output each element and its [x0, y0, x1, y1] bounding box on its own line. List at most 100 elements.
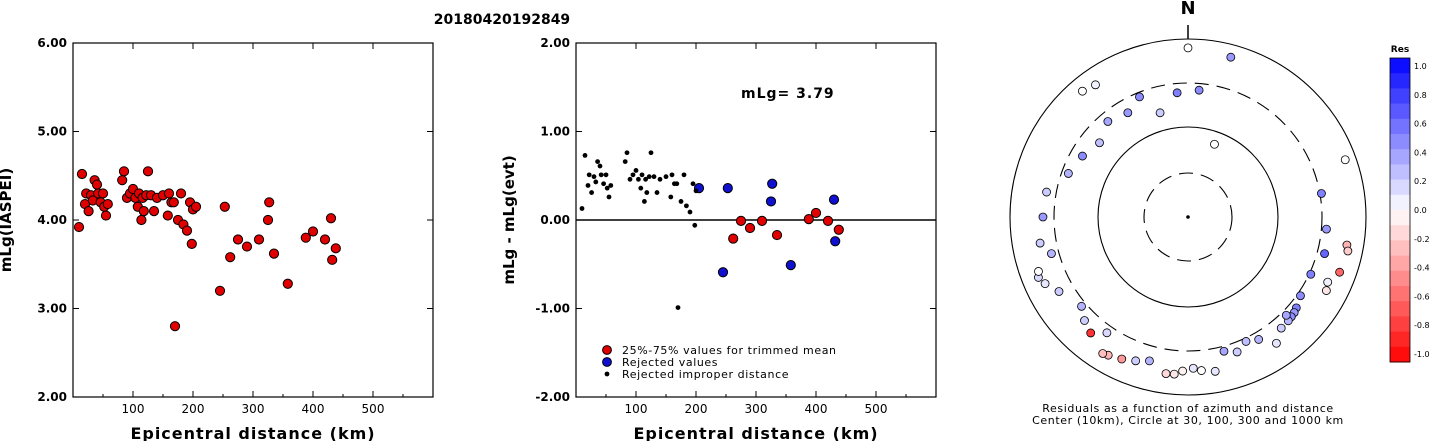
station-marker [1091, 80, 1100, 90]
station-marker [1161, 369, 1171, 379]
station-marker [1095, 138, 1104, 148]
data-point [253, 234, 265, 245]
panel-azimuth-residuals: N Residuals as a function of azimuth and … [1009, 0, 1430, 427]
y-tick-label: 4.00 [37, 213, 67, 227]
station-marker [1042, 187, 1051, 197]
station-marker [1194, 85, 1204, 95]
x-axis-label: Epicentral distance (km) [130, 424, 375, 441]
data-point [644, 190, 650, 195]
data-point [214, 285, 226, 296]
y-tick-label: 1.00 [540, 125, 570, 139]
colorbar-band [1390, 179, 1410, 196]
x-tick-label: 400 [302, 402, 325, 416]
x-tick-label: 200 [182, 402, 205, 416]
data-point [630, 172, 636, 178]
data-point [319, 234, 331, 245]
y-tick-label: 2.00 [37, 390, 67, 404]
data-point [646, 174, 652, 180]
colorbar-band [1390, 210, 1410, 226]
data-point [687, 209, 693, 215]
data-point [638, 185, 644, 191]
data-point [622, 159, 628, 164]
station-marker [1296, 291, 1305, 301]
data-point [830, 236, 841, 247]
panel-mlg-vs-distance: 100 200 300 400 500 2.00 3.00 4.00 5.00 6.00 Epice… [0, 36, 434, 441]
data-point [327, 254, 338, 265]
y-axis-label: mLg(IASPEI) [0, 168, 15, 272]
station-marker [1047, 249, 1056, 258]
data-point [100, 210, 112, 221]
data-point [142, 166, 154, 177]
range-ring [1143, 172, 1233, 262]
data-point [678, 199, 684, 204]
colorbar-frame [1389, 57, 1411, 363]
data-point [598, 172, 604, 178]
station-marker [1155, 108, 1165, 118]
x-tick-label: 500 [362, 402, 385, 416]
station-marker [1322, 224, 1331, 234]
data-point [604, 185, 610, 191]
data-point [668, 194, 674, 200]
data-point [692, 222, 698, 228]
x-tick-label: 200 [685, 402, 708, 416]
data-point [307, 226, 319, 237]
station-marker [1145, 356, 1154, 366]
data-point [148, 206, 160, 217]
data-point [264, 197, 275, 208]
data-point [169, 321, 181, 332]
station-marker [1335, 267, 1345, 277]
data-point [639, 172, 645, 178]
data-point [175, 188, 187, 199]
station-marker [1077, 301, 1086, 311]
figure-title: 20180420192849 [434, 12, 570, 28]
x-tick-label: 400 [805, 402, 828, 416]
data-point [717, 267, 729, 278]
station-marker [1219, 346, 1229, 356]
data-point [268, 248, 280, 259]
north-label: N [1180, 0, 1195, 19]
range-ring [1053, 82, 1323, 352]
data-point [675, 305, 681, 311]
y-tick-label: -1.00 [535, 302, 570, 316]
colorbar-tick-label: -0.8 [1414, 321, 1430, 330]
range-ring [1097, 126, 1279, 308]
colorbar-band [1390, 286, 1410, 302]
legend-label: Rejected improper distance [622, 368, 789, 381]
data-point [330, 243, 341, 254]
data-point [597, 163, 603, 169]
colorbar-band [1390, 301, 1410, 317]
colorbar-band [1390, 255, 1410, 272]
colorbar-tick-label: 0.2 [1414, 177, 1427, 186]
station-marker [1320, 249, 1329, 258]
colorbar-tick-label: 0.4 [1414, 148, 1427, 157]
data-point [102, 198, 113, 210]
legend-marker [602, 345, 612, 355]
data-point [601, 181, 606, 187]
data-point [690, 181, 696, 187]
y-tick-label: 3.00 [37, 302, 67, 316]
station-marker [1103, 117, 1113, 126]
station-marker [1086, 328, 1096, 338]
data-point [771, 229, 783, 241]
data-point [595, 159, 600, 164]
data-point [73, 221, 85, 233]
station-marker [1035, 238, 1045, 248]
colorbar-band [1390, 103, 1410, 120]
station-marker [1276, 323, 1286, 333]
data-point [674, 181, 680, 187]
x-tick-label: 100 [625, 402, 648, 416]
station-marker [1321, 286, 1331, 295]
data-point [190, 201, 202, 212]
data-point [136, 214, 147, 226]
data-point [262, 214, 274, 226]
station-marker [1131, 356, 1141, 366]
data-point [744, 222, 756, 234]
data-point [722, 183, 733, 194]
data-point [97, 188, 109, 199]
data-point [225, 252, 236, 263]
colorbar-band [1390, 194, 1410, 211]
data-point [693, 188, 699, 194]
station-marker [1078, 86, 1087, 96]
colorbar-band [1390, 270, 1410, 287]
